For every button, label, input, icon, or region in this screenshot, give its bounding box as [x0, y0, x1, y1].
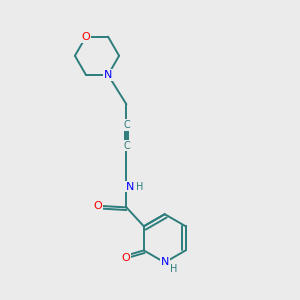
Text: C: C	[123, 120, 130, 130]
Text: O: O	[82, 32, 90, 42]
Text: O: O	[121, 253, 130, 263]
Text: H: H	[136, 182, 143, 192]
Text: C: C	[123, 141, 130, 151]
Text: O: O	[94, 201, 102, 211]
Text: N: N	[125, 182, 134, 192]
Text: H: H	[170, 264, 178, 274]
Text: N: N	[160, 257, 169, 268]
Text: N: N	[104, 70, 112, 80]
